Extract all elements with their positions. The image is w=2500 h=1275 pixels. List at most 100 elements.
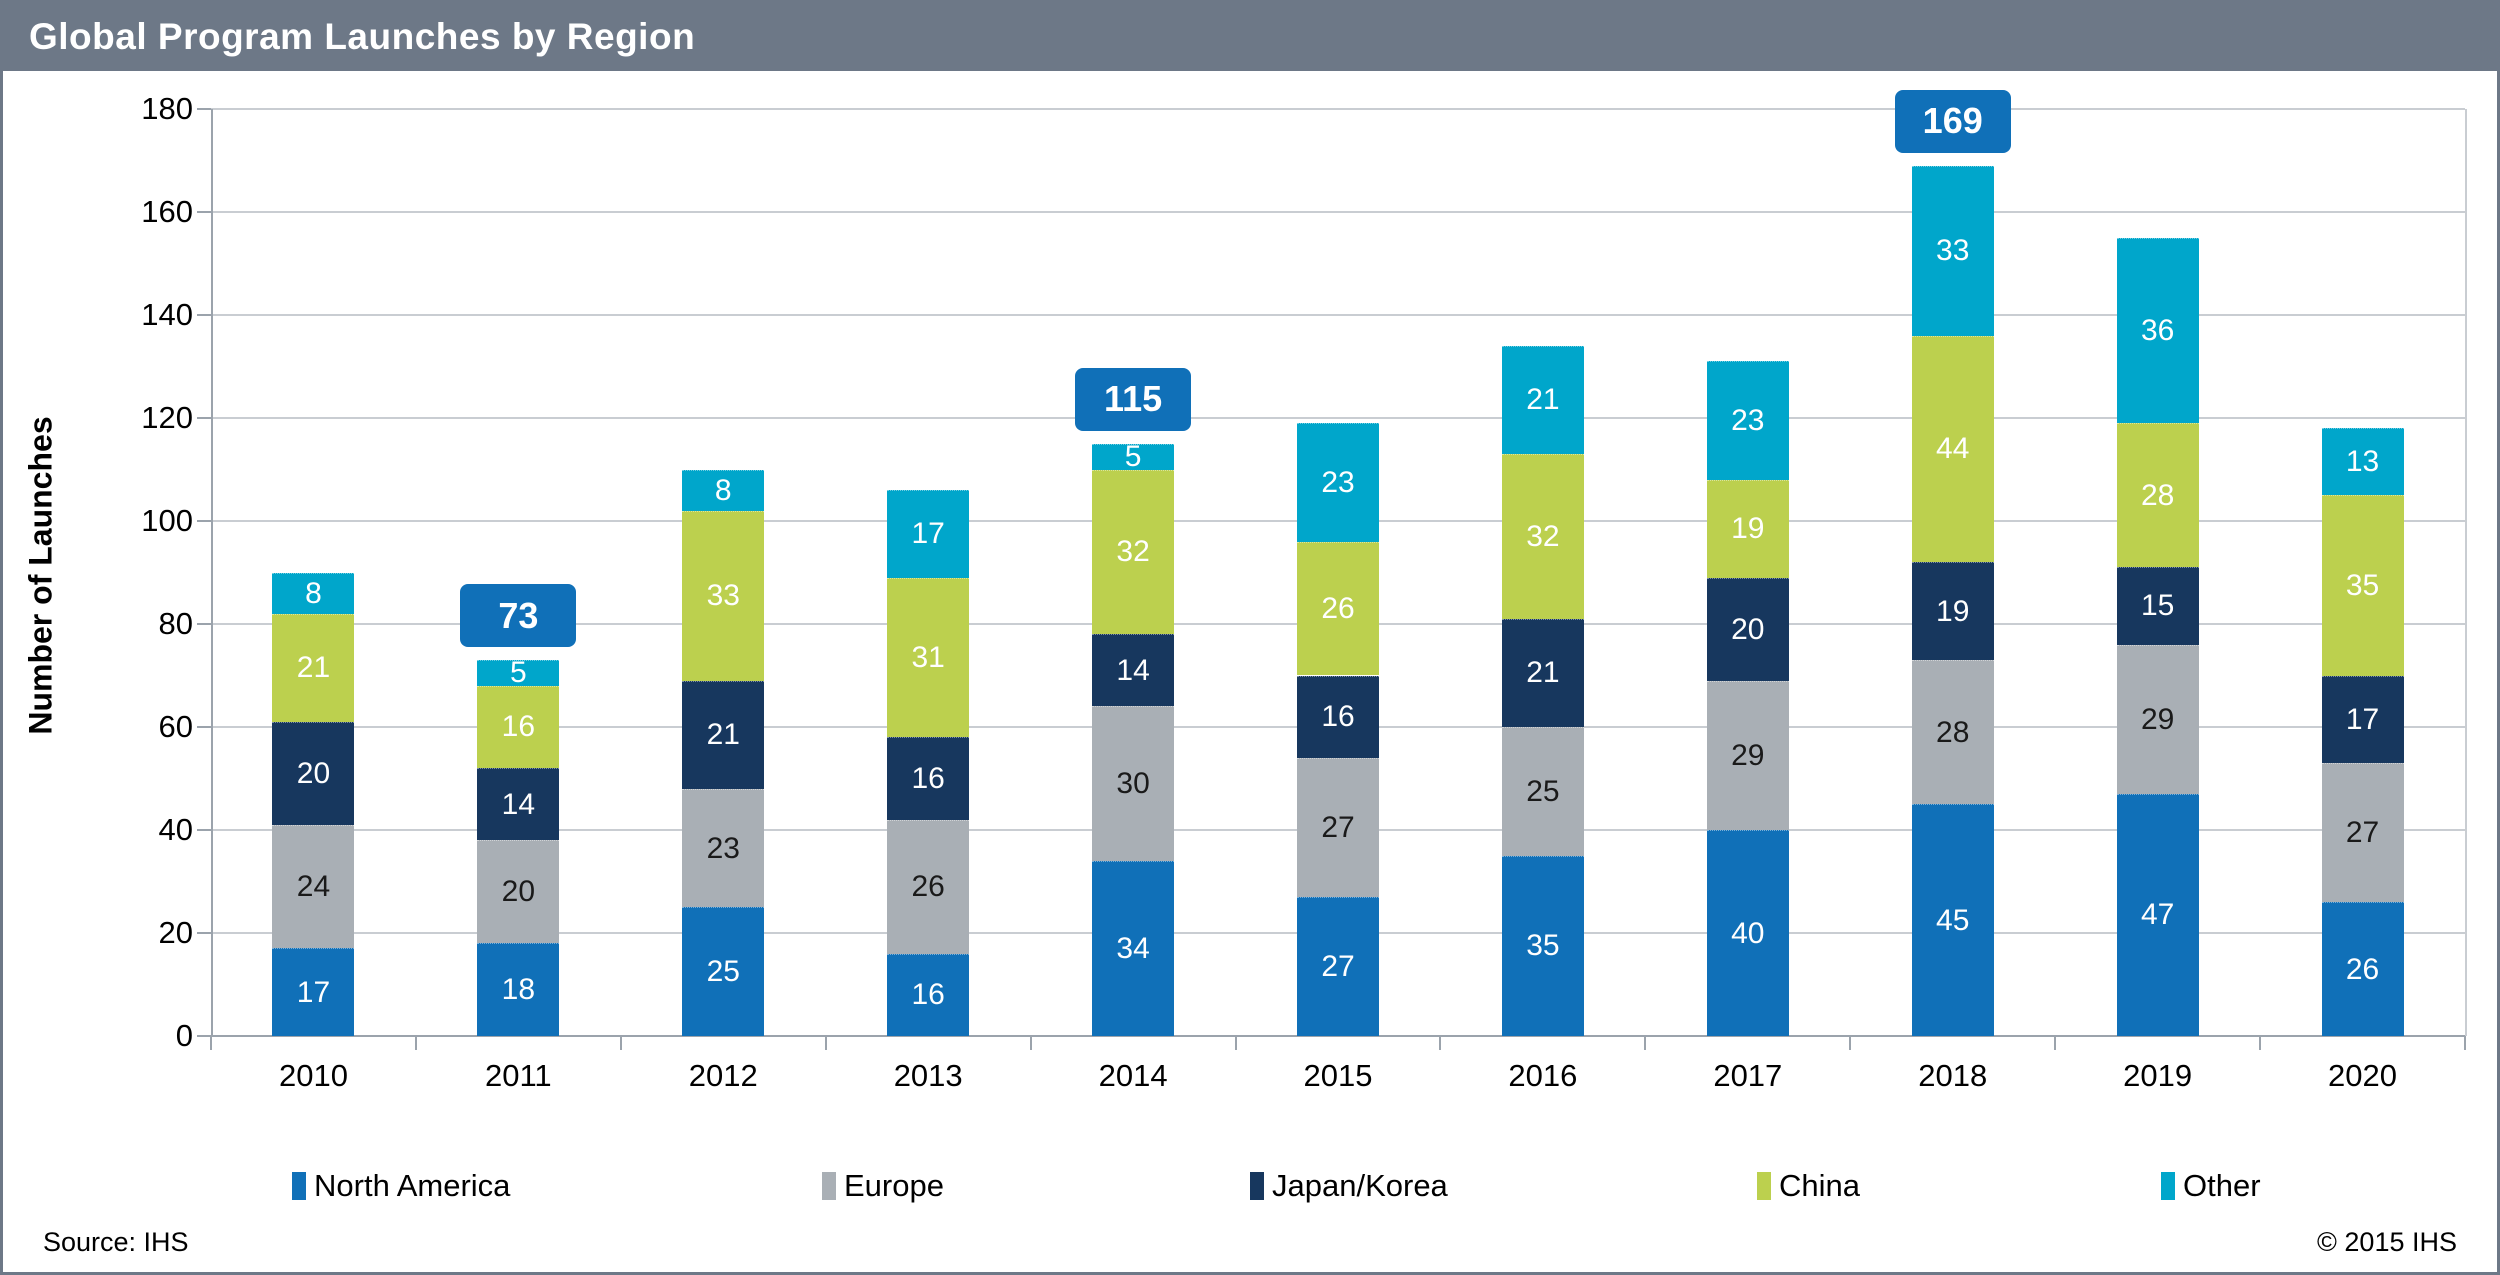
bar-segment-other: 8 bbox=[682, 469, 765, 511]
bar-segment-north-america: 25 bbox=[682, 907, 765, 1036]
bar-segment-china: 26 bbox=[1297, 541, 1379, 676]
segment-value-label: 13 bbox=[2345, 445, 2380, 479]
y-tick bbox=[197, 314, 211, 316]
legend-label: Other bbox=[2183, 1168, 2261, 1203]
chart-title: Global Program Launches by Region bbox=[29, 16, 696, 57]
segment-value-label: 16 bbox=[501, 710, 536, 744]
gridline bbox=[211, 314, 2465, 316]
segment-value-label: 17 bbox=[911, 517, 945, 551]
legend-item-other: Other bbox=[2161, 1166, 2261, 1206]
segment-value-label: 23 bbox=[706, 831, 740, 865]
bar-segment-other: 23 bbox=[1297, 423, 1379, 542]
bar-segment-north-america: 45 bbox=[1911, 804, 1994, 1036]
legend-label: Europe bbox=[844, 1168, 944, 1203]
bar-segment-north-america: 40 bbox=[1706, 830, 1789, 1036]
x-axis-label-2012: 2012 bbox=[688, 1058, 758, 1093]
x-tick bbox=[1849, 1036, 1852, 1050]
segment-value-label: 40 bbox=[1731, 916, 1765, 950]
x-axis-label-2010: 2010 bbox=[278, 1058, 348, 1093]
x-tick bbox=[210, 1036, 212, 1050]
x-axis-label-2016: 2016 bbox=[1508, 1058, 1578, 1093]
bar-segment-china: 33 bbox=[682, 510, 765, 681]
y-axis-line bbox=[211, 109, 213, 1036]
x-axis-label-2018: 2018 bbox=[1918, 1058, 1988, 1093]
segment-value-label: 31 bbox=[911, 640, 945, 674]
bar-segment-other: 36 bbox=[2116, 237, 2199, 424]
x-tick bbox=[824, 1036, 827, 1050]
segment-value-label: 19 bbox=[1731, 512, 1765, 546]
legend-swatch-japan-korea bbox=[1250, 1172, 1264, 1200]
bar-segment-europe: 27 bbox=[1297, 757, 1379, 897]
segment-value-label: 17 bbox=[2345, 702, 2380, 736]
legend-label: China bbox=[1779, 1168, 1860, 1203]
bar-segment-other: 23 bbox=[1706, 361, 1789, 480]
segment-value-label: 25 bbox=[1526, 774, 1560, 808]
legend-item-japan-korea: Japan/Korea bbox=[1250, 1166, 1448, 1206]
x-axis-label-2011: 2011 bbox=[485, 1058, 552, 1093]
bar-segment-china: 32 bbox=[1501, 454, 1584, 619]
segment-value-label: 24 bbox=[296, 870, 331, 904]
bar-segment-europe: 28 bbox=[1911, 660, 1994, 805]
segment-value-label: 44 bbox=[1936, 432, 1970, 466]
segment-value-label: 29 bbox=[2140, 702, 2175, 736]
legend-label: North America bbox=[314, 1168, 511, 1203]
y-tick bbox=[197, 211, 211, 213]
y-tick-label: 120 bbox=[141, 400, 193, 435]
legend: North America Europe Japan/Korea China Other bbox=[3, 1166, 2497, 1206]
bar-segment-china: 44 bbox=[1911, 335, 1994, 563]
bar-segment-north-america: 47 bbox=[2116, 793, 2199, 1036]
segment-value-label: 20 bbox=[1731, 612, 1765, 646]
bar-segment-europe: 27 bbox=[2321, 763, 2404, 903]
gridline bbox=[211, 108, 2465, 110]
bar-segment-north-america: 34 bbox=[1092, 860, 1175, 1036]
bar-segment-europe: 25 bbox=[1501, 727, 1584, 856]
y-tick bbox=[197, 623, 211, 625]
bar-segment-japan-korea: 15 bbox=[2116, 567, 2199, 645]
legend-swatch-china bbox=[1757, 1172, 1771, 1200]
x-tick bbox=[1029, 1036, 1032, 1050]
y-tick bbox=[197, 829, 211, 831]
y-tick-label: 60 bbox=[158, 709, 193, 744]
segment-value-label: 26 bbox=[911, 870, 945, 904]
x-axis-label-2019: 2019 bbox=[2123, 1058, 2193, 1093]
x-tick bbox=[2054, 1036, 2057, 1050]
segment-value-label: 21 bbox=[706, 718, 740, 752]
bar-segment-china: 28 bbox=[2116, 423, 2199, 568]
y-tick-label: 0 bbox=[175, 1018, 193, 1053]
legend-swatch-other bbox=[2161, 1172, 2175, 1200]
y-tick-label: 40 bbox=[158, 812, 193, 847]
segment-value-label: 21 bbox=[1526, 383, 1560, 417]
bar-segment-china: 35 bbox=[2321, 495, 2404, 676]
y-tick-label: 160 bbox=[141, 194, 193, 229]
segment-value-label: 8 bbox=[305, 576, 322, 610]
x-tick bbox=[1234, 1036, 1237, 1050]
bar-segment-japan-korea: 20 bbox=[1706, 577, 1789, 681]
segment-value-label: 16 bbox=[1321, 700, 1355, 734]
segment-value-label: 45 bbox=[1936, 903, 1970, 937]
bar-segment-china: 16 bbox=[477, 685, 560, 769]
segment-value-label: 16 bbox=[911, 761, 945, 795]
segment-value-label: 20 bbox=[296, 756, 331, 790]
y-tick bbox=[197, 108, 211, 110]
x-axis-line bbox=[197, 1035, 2465, 1037]
bar-segment-japan-korea: 21 bbox=[682, 680, 765, 789]
bar-segment-north-america: 27 bbox=[1297, 896, 1379, 1036]
x-tick bbox=[2259, 1036, 2262, 1050]
title-bar: Global Program Launches by Region bbox=[3, 3, 2497, 71]
total-callout-2018: 169 bbox=[1894, 89, 2011, 153]
legend-item-china: China bbox=[1757, 1166, 1860, 1206]
x-tick bbox=[414, 1036, 417, 1050]
segment-value-label: 16 bbox=[911, 978, 945, 1012]
segment-value-label: 5 bbox=[1124, 440, 1142, 474]
bar-segment-europe: 29 bbox=[1706, 680, 1789, 830]
x-axis-label-2014: 2014 bbox=[1098, 1058, 1168, 1093]
bar-segment-japan-korea: 16 bbox=[1297, 675, 1379, 758]
segment-value-label: 36 bbox=[2140, 313, 2175, 347]
segment-value-label: 14 bbox=[1116, 653, 1150, 687]
bar-segment-japan-korea: 16 bbox=[887, 737, 970, 820]
segment-value-label: 27 bbox=[1321, 810, 1355, 844]
y-tick-label: 140 bbox=[141, 297, 193, 332]
bar-segment-europe: 20 bbox=[477, 840, 560, 944]
bar-segment-china: 31 bbox=[887, 577, 970, 738]
